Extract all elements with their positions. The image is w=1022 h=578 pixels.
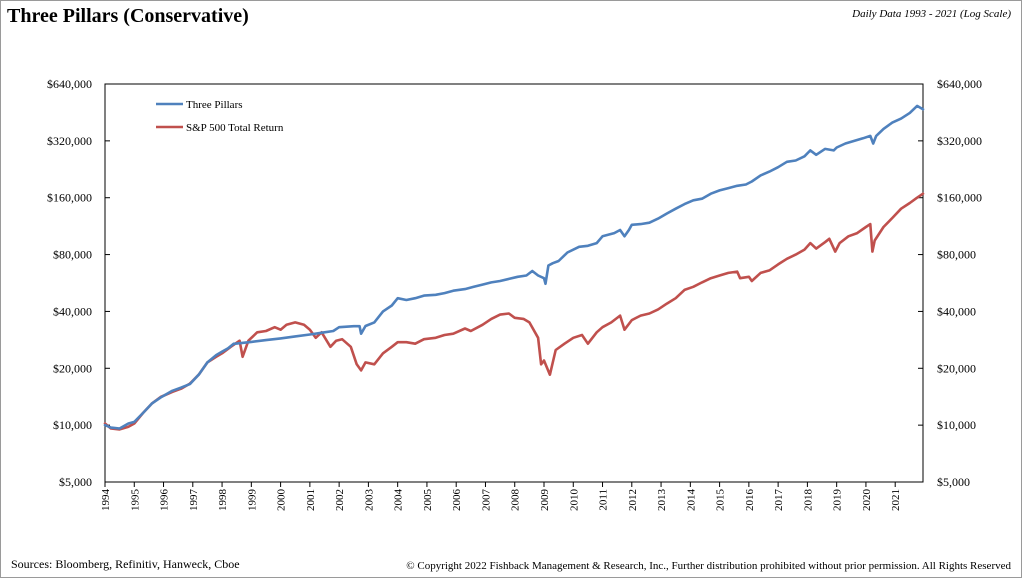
legend-label: S&P 500 Total Return	[186, 122, 284, 134]
x-tick-label: 2019	[832, 489, 844, 512]
y-tick-label-left: $20,000	[53, 361, 92, 375]
sources-note: Sources: Bloomberg, Refinitiv, Hanweck, …	[11, 557, 240, 571]
chart-subtitle: Daily Data 1993 - 2021 (Log Scale)	[852, 8, 1011, 20]
x-tick-label: 2012	[627, 489, 639, 511]
plot-area-border	[104, 83, 924, 483]
legend: Three Pillars S&P 500 Total Return	[156, 99, 284, 134]
x-tick-label: 2001	[305, 489, 317, 511]
y-tick-label-right: $40,000	[937, 304, 976, 318]
series-line	[103, 104, 925, 430]
chart-title: Three Pillars (Conservative)	[7, 5, 249, 27]
x-tick-label: 2014	[685, 489, 697, 512]
x-tick-label: 1997	[188, 489, 200, 512]
y-tick-label-left: $40,000	[53, 304, 92, 318]
x-tick-label: 2016	[744, 489, 756, 512]
y-tick-label-left: $80,000	[53, 248, 92, 262]
left-y-axis: $5,000 $10,000 $20,000 $40,000 $80,000 $160,0…	[47, 77, 110, 489]
series-line	[103, 192, 925, 431]
legend-label: Three Pillars	[186, 99, 243, 111]
y-tick-label-right: $20,000	[937, 361, 976, 375]
x-tick-label: 1994	[100, 489, 112, 512]
y-tick-label-right: $640,000	[937, 77, 982, 91]
y-tick-label-left: $160,000	[47, 191, 92, 205]
x-tick-label: 2011	[598, 489, 610, 511]
x-tick-label: 2021	[890, 489, 902, 511]
x-tick-label: 2009	[539, 489, 551, 512]
x-tick-label: 2002	[334, 489, 346, 511]
x-tick-label: 2017	[773, 489, 785, 512]
x-tick-label: 2005	[422, 489, 434, 512]
right-y-axis: $5,000 $10,000 $20,000 $40,000 $80,000 $160,0…	[918, 77, 982, 489]
y-tick-label-right: $320,000	[937, 134, 982, 148]
y-tick-label-left: $320,000	[47, 134, 92, 148]
x-tick-label: 1998	[217, 489, 229, 512]
x-tick-label: 1999	[246, 489, 258, 512]
series-lines	[103, 104, 925, 431]
copyright-note: © Copyright 2022 Fishback Management & R…	[406, 560, 1011, 572]
x-tick-label: 2004	[393, 489, 405, 512]
x-tick-label: 2010	[568, 489, 580, 512]
y-tick-label-right: $160,000	[937, 191, 982, 205]
y-tick-label-left: $640,000	[47, 77, 92, 91]
x-tick-label: 2020	[861, 489, 873, 512]
y-tick-label-right: $80,000	[937, 248, 976, 262]
y-tick-label-right: $5,000	[937, 475, 970, 489]
x-tick-label: 2018	[802, 489, 814, 512]
x-axis: 1994 1995 1996 1997 1998 1999 2000 2001 2002 2003…	[100, 482, 902, 511]
x-tick-label: 2000	[276, 489, 288, 512]
x-tick-label: 1996	[159, 489, 171, 512]
x-tick-label: 2006	[451, 489, 463, 512]
x-tick-label: 2007	[480, 489, 492, 512]
x-tick-label: 2003	[363, 489, 375, 512]
x-tick-label: 2015	[715, 489, 727, 512]
x-tick-label: 2013	[656, 489, 668, 512]
y-tick-label-right: $10,000	[937, 418, 976, 432]
y-tick-label-left: $5,000	[59, 475, 92, 489]
x-tick-label: 2008	[510, 489, 522, 512]
y-tick-label-left: $10,000	[53, 418, 92, 432]
x-tick-label: 1995	[129, 489, 141, 512]
